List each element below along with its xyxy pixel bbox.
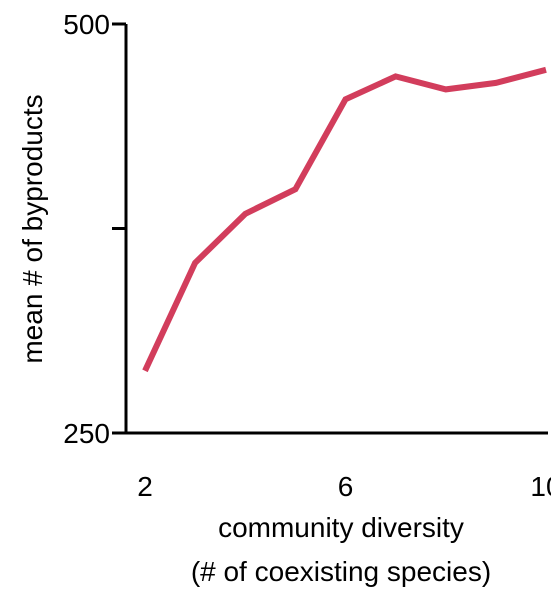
x-tick-label: 6	[338, 471, 354, 502]
x-axis-title-line-1: community diversity	[218, 512, 464, 543]
plot-area	[142, 66, 547, 373]
x-tick-label: 10	[530, 471, 551, 502]
x-tick-label: 2	[137, 471, 153, 502]
axis-labels: mean # of byproducts community diversity…	[17, 94, 491, 587]
chart-axes: 250 500 2 6 10	[63, 9, 551, 502]
y-axis-title: mean # of byproducts	[17, 94, 48, 363]
y-tick-label: 500	[63, 9, 110, 40]
y-tick-label: 250	[63, 418, 110, 449]
x-axis-title-line-2: (# of coexisting species)	[191, 556, 491, 587]
series-line	[142, 66, 547, 373]
